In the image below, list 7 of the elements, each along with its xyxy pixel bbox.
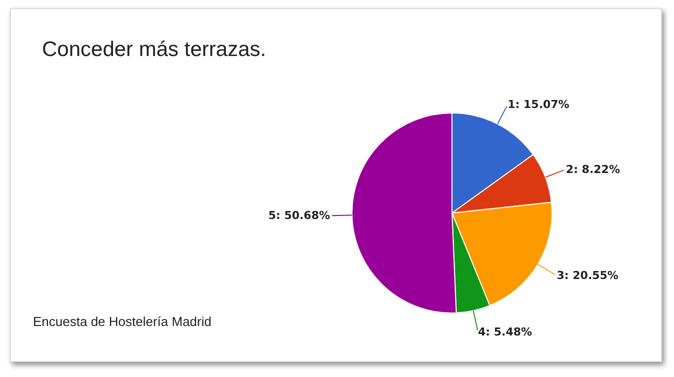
slice-label: 3: 20.55% [556,269,618,282]
chart-title: Conceder más terrazas. [42,38,266,62]
text: Encuesta de Hostelería Madrid [33,314,212,329]
slice-label: 5: 50.68% [268,209,330,222]
slice-label: 4: 5.48% [478,326,532,339]
slice-label: 1: 15.07% [508,98,570,111]
slice-label: 2: 8.22% [566,162,620,176]
